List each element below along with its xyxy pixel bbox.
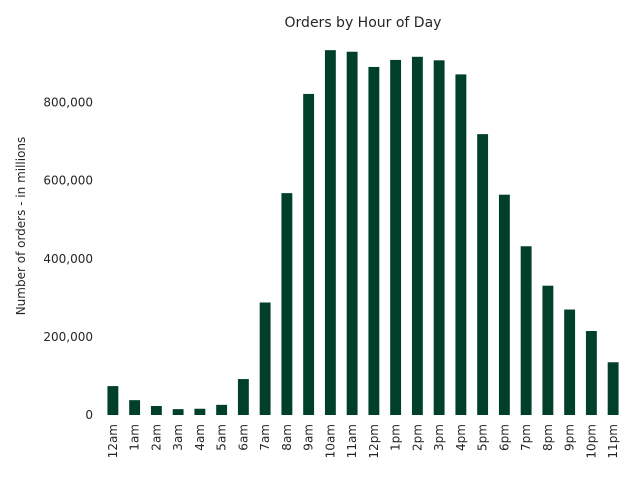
y-tick-label: 200,000 [43,330,93,344]
chart-title: Orders by Hour of Day [285,15,442,31]
bar-12am [107,386,119,415]
x-tick-label: 7pm [519,424,533,451]
x-tick-label: 4am [193,424,207,451]
y-axis-label: Number of orders - in millions [14,137,28,316]
bar-9pm [564,309,576,415]
x-tick-label: 5am [215,424,229,451]
bar-4pm [455,74,467,416]
x-tick-label: 6am [236,424,250,451]
x-tick-label: 7am [258,424,272,451]
y-tick-label: 800,000 [43,96,93,110]
x-tick-label: 2pm [410,424,424,451]
x-tick-label: 9am [302,424,316,451]
bar-8pm [542,285,554,415]
bar-1pm [390,59,402,416]
y-tick-label: 600,000 [43,174,93,188]
x-tick-label: 11pm [606,424,620,459]
x-tick-label: 12am [106,424,120,458]
bar-4am [194,408,206,415]
x-tick-label: 12pm [367,424,381,459]
bar-3am [172,409,184,415]
bar-10pm [585,331,597,415]
y-tick-label: 0 [85,408,93,422]
x-tick-label: 1pm [389,424,403,451]
bar-7am [259,302,271,415]
bar-1am [129,400,141,415]
bar-10am [324,50,336,415]
bar-6am [237,379,249,415]
x-tick-label: 6pm [497,424,511,451]
bar-8am [281,193,293,416]
x-axis-ticks: 12am 1am 2am 3am 4am 5am 6am 7am 8am 9am 10am 11am 1… [106,424,620,459]
bar-5am [216,404,228,415]
bar-7pm [520,246,532,415]
x-tick-label: 3am [171,424,185,451]
x-tick-label: 3pm [432,424,446,451]
x-tick-label: 1am [128,424,142,451]
bar-3pm [433,60,445,416]
x-tick-label: 10am [323,424,337,458]
x-tick-label: 11am [345,424,359,458]
x-tick-label: 9pm [563,424,577,451]
bar-6pm [498,194,510,415]
x-tick-label: 8am [280,424,294,451]
bar-2pm [411,56,423,416]
bar-11pm [607,362,619,415]
bar-2am [150,406,162,415]
y-axis-ticks: 0 200,000 400,000 600,000 800,000 [43,96,93,423]
x-tick-label: 10pm [584,424,598,459]
x-tick-label: 2am [149,424,163,451]
y-tick-label: 400,000 [43,252,93,266]
bar-9am [303,93,315,415]
x-tick-label: 5pm [476,424,490,451]
bar-series [107,50,619,416]
x-tick-label: 4pm [454,424,468,451]
bar-12pm [368,66,380,415]
bar-5pm [477,134,489,415]
x-tick-label: 8pm [541,424,555,451]
bar-11am [346,51,358,415]
